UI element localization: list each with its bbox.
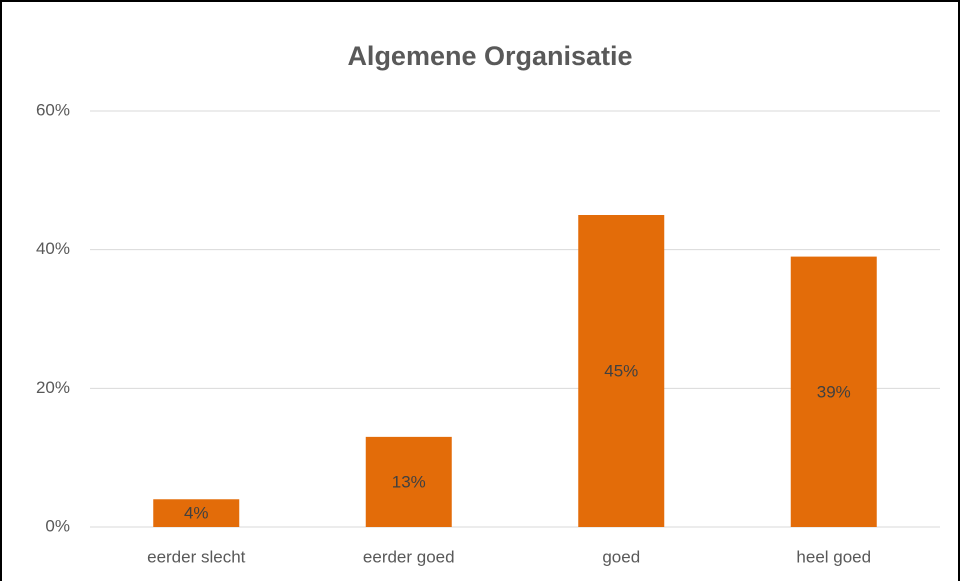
chart-title: Algemene Organisatie xyxy=(347,41,632,71)
x-tick-label: eerder slecht xyxy=(147,547,246,566)
data-label: 45% xyxy=(604,361,638,380)
data-label: 39% xyxy=(817,382,851,401)
bar xyxy=(790,256,877,527)
y-tick-label: 20% xyxy=(36,378,70,397)
data-label: 4% xyxy=(184,504,209,523)
x-tick-label: eerder goed xyxy=(363,547,455,566)
x-tick-label: goed xyxy=(602,547,640,566)
y-tick-label: 40% xyxy=(36,239,70,258)
bar xyxy=(153,499,240,527)
bar xyxy=(365,436,452,527)
data-label: 13% xyxy=(392,472,426,491)
x-tick-label: heel goed xyxy=(796,547,871,566)
y-tick-label: 60% xyxy=(36,100,70,119)
y-tick-label: 0% xyxy=(45,516,70,535)
bar xyxy=(578,215,665,527)
